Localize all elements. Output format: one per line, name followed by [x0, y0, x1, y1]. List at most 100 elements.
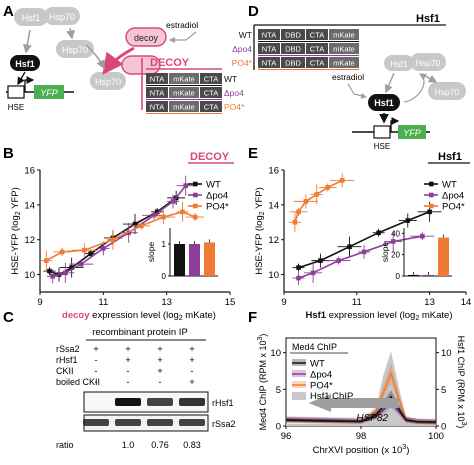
data-point — [296, 265, 301, 270]
inset-y-tick-label: 20 — [391, 251, 400, 260]
decoy-row-label: Δpo4 — [224, 88, 244, 98]
hsp70-gray-label-top: Hsp70 — [49, 12, 75, 22]
hse-box-d — [373, 125, 391, 139]
x-axis-label-text: expression level (log — [326, 310, 415, 321]
cta-block — [200, 87, 222, 98]
ratio-label: ratio — [56, 440, 74, 450]
blot-sign: - — [94, 355, 97, 366]
hsf1-domain-label: CTA — [310, 31, 324, 40]
data-point — [132, 221, 138, 227]
hsf1-gray-oval-d — [384, 55, 414, 71]
y-tick-label-right: 5 — [441, 385, 446, 396]
data-point — [390, 239, 396, 244]
ip-header: recombinant protein IP — [92, 327, 188, 338]
mkate-label: mKate — [173, 89, 195, 98]
hsf1-gray-label: Hsf1 — [22, 13, 41, 23]
hsf1-domain-block — [306, 43, 328, 54]
data-point — [170, 199, 176, 204]
cta-label: CTA — [204, 103, 218, 112]
band-rssa2 — [147, 419, 173, 426]
cta-block — [200, 73, 222, 84]
x-tick-label: 9 — [37, 297, 42, 308]
band-rssa2 — [179, 419, 205, 426]
hsf1-domain-block — [329, 57, 359, 68]
x-axis-label-sub: 2 — [415, 315, 419, 322]
y-axis-label: HSE-YFP (log2 YFP) — [254, 187, 266, 275]
hsf1-domain-label: DBD — [285, 45, 301, 54]
data-point — [59, 249, 65, 255]
data-point — [405, 218, 411, 223]
x-tick-label: 11 — [352, 297, 362, 308]
inset-y-label: slope — [146, 242, 156, 263]
chip-legend-hsf1-label: Hsf1 ChIP — [310, 391, 353, 402]
data-point — [101, 246, 106, 251]
gene-label: HSP82 — [356, 413, 388, 424]
hsf1-domain-label: DBD — [285, 31, 301, 40]
series-band-2 — [286, 363, 436, 425]
hsf1-domain-label: NTA — [262, 31, 276, 40]
decoy-oval-label: decoy — [134, 33, 159, 43]
inset-y-tick-label: 0 — [396, 272, 401, 281]
decoy-row-label: WT — [224, 74, 237, 84]
hsp70-gray-oval-top — [44, 7, 80, 25]
blot-sign: + — [125, 355, 131, 366]
x-axis-label-end: mKate) — [419, 310, 452, 321]
band-rhsf1 — [115, 398, 141, 406]
hse-box-a — [7, 85, 25, 99]
hsf1-domain-block — [281, 57, 305, 68]
series-line-0 — [298, 211, 430, 269]
x-axis-label-sup: 3 — [402, 444, 406, 451]
y-axis-label-sub: 2 — [259, 211, 266, 215]
x-tick-label: 13 — [161, 297, 172, 308]
y-tick-label: 14 — [268, 200, 279, 211]
hsf1-row-label: Δpo4 — [232, 44, 252, 54]
nta-label: NTA — [150, 89, 164, 98]
cta-label: CTA — [204, 75, 218, 84]
x-axis-label-text: ChrXVI position (x 10 — [313, 445, 403, 456]
chip-legend-hsf1-swatch — [292, 392, 306, 400]
hsf1-domain-block — [306, 57, 328, 68]
gene-arrow — [308, 394, 399, 412]
y-label-left-end: ) — [258, 334, 268, 337]
panel-d: D Hsf1 WT NTA DBD CTA mKate Δpo4 NTA DBD CTA mKat… — [232, 3, 466, 151]
estradiol-label-a: estradiol — [166, 20, 198, 30]
hsf1-domain-label: NTA — [262, 59, 276, 68]
legend-marker — [193, 192, 198, 198]
hsf1-active-oval-d — [368, 94, 400, 111]
hsp70-decoy-oval — [90, 72, 126, 90]
mkate-block — [169, 87, 199, 98]
ratio-value: 0.83 — [183, 440, 201, 450]
x-axis-label-end: mKate) — [183, 310, 216, 321]
data-point — [376, 230, 381, 236]
x-tick-label: 100 — [428, 431, 444, 442]
blot-sign: - — [158, 377, 161, 388]
y-label-right-end: ) — [456, 425, 466, 428]
blot-sign: + — [189, 344, 195, 355]
y-tick-label-left: 0 — [276, 422, 281, 433]
data-point — [296, 275, 301, 281]
y-axis-label-left: Med4 ChIP (RPM x 103) — [257, 334, 268, 431]
y-tick-label: 12 — [268, 235, 279, 246]
data-point — [44, 258, 49, 263]
legend-label: WT — [442, 180, 457, 191]
band-label-rhsf1: rHsf1 — [212, 398, 234, 408]
mkate-block — [169, 101, 199, 112]
mkate-label: mKate — [173, 103, 195, 112]
hsf1-domain-block — [258, 29, 280, 40]
panel-letter-f: F — [248, 309, 257, 326]
series-line-2 — [45, 210, 196, 262]
chip-legend-label: PO4* — [310, 381, 333, 392]
data-point — [63, 270, 68, 276]
blot-sign: + — [93, 344, 99, 355]
data-point — [303, 199, 309, 204]
mkate-label: mKate — [173, 75, 195, 84]
cta-label: CTA — [204, 89, 218, 98]
data-point — [361, 249, 367, 255]
hse-label-a: HSE — [8, 103, 24, 112]
hsp70-free-label: Hsp70 — [62, 45, 88, 55]
y-tick-label: 12 — [24, 235, 35, 246]
blot-row-label: boiled CKII — [56, 377, 100, 387]
y-tick-label: 16 — [268, 166, 279, 177]
